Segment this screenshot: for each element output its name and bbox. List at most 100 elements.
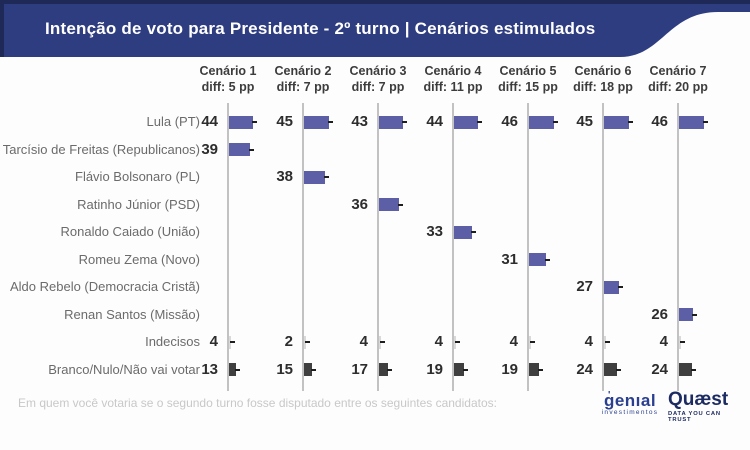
data-bar [679, 115, 705, 129]
data-bar [529, 253, 547, 266]
row-label: Flávio Bolsonaro (PL) [75, 169, 200, 184]
confidence-whisker-icon [545, 258, 551, 261]
value-label: 33 [426, 223, 443, 240]
value-label: 46 [651, 113, 668, 130]
scenario-name: Cenário 6 [574, 64, 632, 78]
banner-left-strip [0, 0, 4, 57]
quaest-logo-wordmark: Quæst [668, 389, 729, 410]
scenario-name: Cenário 1 [199, 64, 257, 78]
data-bar [229, 363, 237, 376]
confidence-whisker-icon [530, 341, 536, 343]
data-bar [379, 115, 403, 129]
scenario-header: Cenário 3 diff: 7 pp [336, 63, 420, 95]
scenario-header: Cenário 4 diff: 11 pp [411, 63, 495, 95]
quaest-logo: Quæst DATA YOU CAN TRUST [668, 390, 746, 423]
scenario-header: Cenário 5 diff: 15 pp [486, 63, 570, 95]
value-label: 15 [276, 360, 293, 378]
scenario-header: Cenário 1 diff: 5 pp [186, 63, 270, 95]
value-label: 17 [351, 360, 368, 378]
genial-logo-wordmark: ' genıal [597, 390, 663, 409]
genial-logo-subtext: investimentos [601, 409, 659, 416]
scenario-diff: diff: 7 pp [351, 80, 405, 94]
confidence-whisker-icon [691, 368, 697, 371]
row-label: Renan Santos (Missão) [64, 306, 200, 322]
value-label: 39 [201, 140, 218, 158]
title-banner: Intenção de voto para Presidente - 2º tu… [0, 0, 750, 57]
confidence-whisker-icon [627, 121, 633, 123]
confidence-whisker-icon [401, 121, 407, 123]
value-label: 36 [351, 195, 368, 213]
confidence-whisker-icon [252, 121, 258, 123]
value-label: 24 [576, 360, 593, 378]
data-bar [454, 225, 473, 239]
confidence-whisker-icon [471, 231, 477, 233]
banner-top-strip [0, 0, 750, 4]
row-label: Lula (PT) [146, 114, 200, 129]
scenario-name: Cenário 3 [349, 64, 407, 78]
scenario-diff: diff: 18 pp [573, 80, 633, 94]
axis-line [452, 103, 454, 391]
data-bar [529, 363, 540, 376]
survey-question-text: Em quem você votaria se o segundo turno … [18, 396, 497, 410]
data-bar [529, 335, 532, 349]
scenario-name: Cenário 4 [424, 64, 482, 78]
data-bar [454, 363, 465, 376]
confidence-whisker-icon [230, 341, 236, 343]
axis-line [227, 103, 229, 391]
value-label: 45 [276, 113, 293, 130]
confidence-whisker-icon [617, 286, 623, 288]
confidence-whisker-icon [397, 203, 403, 206]
scenario-diff: diff: 20 pp [648, 80, 708, 94]
value-label: 19 [501, 360, 518, 378]
confidence-whisker-icon [249, 148, 255, 151]
axis-line [377, 103, 379, 391]
data-bar [454, 115, 479, 129]
data-bar [604, 280, 619, 294]
confidence-whisker-icon [553, 121, 559, 123]
quaest-logo-subtext: DATA YOU CAN TRUST [668, 411, 721, 423]
confidence-whisker-icon [311, 368, 317, 371]
confidence-whisker-icon [477, 121, 483, 123]
axis-line [302, 103, 304, 391]
data-bar [604, 115, 629, 129]
data-bar [529, 115, 555, 129]
data-bar [379, 363, 389, 376]
row-label: Branco/Nulo/Não vai votar [48, 361, 200, 377]
value-label: 38 [276, 168, 293, 185]
scenario-diff: diff: 11 pp [423, 80, 483, 94]
page-title: Intenção de voto para Presidente - 2º tu… [45, 18, 596, 38]
confidence-whisker-icon [692, 313, 698, 316]
row-label: Romeu Zema (Novo) [78, 251, 200, 267]
data-bar [679, 335, 682, 349]
data-bar [304, 363, 313, 376]
data-bar [229, 335, 232, 349]
row-label: Indecisos [145, 334, 200, 349]
confidence-whisker-icon [380, 341, 386, 343]
value-label: 43 [351, 113, 368, 130]
scenario-name: Cenário 2 [274, 64, 332, 78]
value-label: 4 [434, 333, 443, 350]
scenario-name: Cenário 5 [499, 64, 557, 78]
value-label: 24 [651, 360, 668, 378]
scenario-diff: diff: 5 pp [201, 80, 255, 94]
data-bar [379, 198, 399, 211]
value-label: 31 [501, 250, 518, 268]
confidence-whisker-icon [680, 341, 686, 343]
value-label: 46 [501, 113, 518, 130]
data-bar [229, 115, 254, 129]
genial-logo: ' genıal investimentos [597, 390, 663, 416]
value-label: 4 [584, 333, 593, 350]
scenario-diff: diff: 15 pp [498, 80, 558, 94]
confidence-whisker-icon [455, 341, 461, 343]
data-bar [304, 170, 325, 184]
value-label: 2 [284, 333, 293, 350]
value-label: 13 [201, 360, 218, 378]
value-label: 44 [201, 113, 218, 130]
axis-line [677, 103, 679, 391]
row-label: Ratinho Júnior (PSD) [77, 196, 200, 212]
value-label: 4 [509, 333, 518, 350]
axis-line [527, 103, 529, 391]
row-label: Ronaldo Caiado (União) [60, 224, 200, 239]
